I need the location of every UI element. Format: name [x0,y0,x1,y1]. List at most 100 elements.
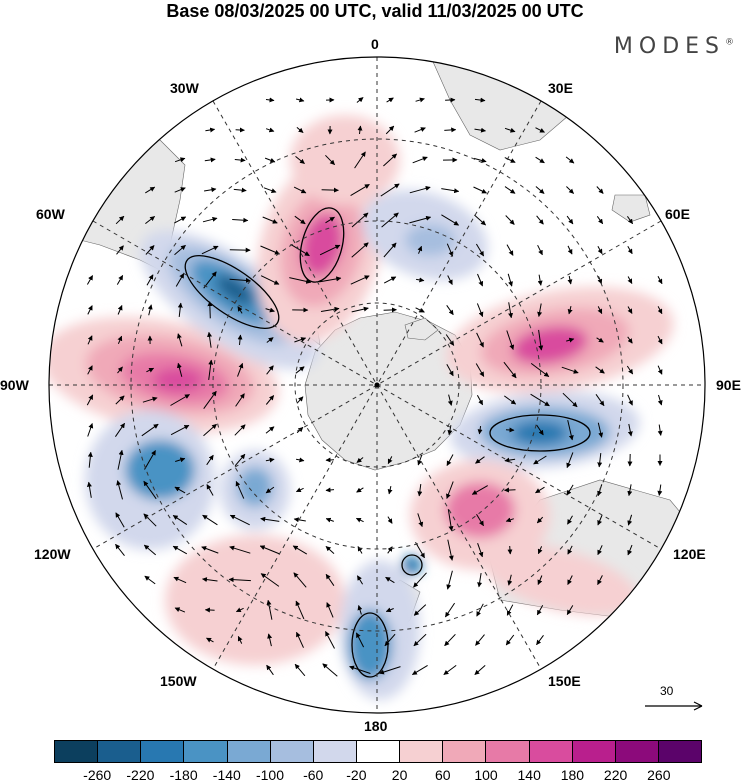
wind-vector [597,575,603,586]
wind-vector [417,245,423,254]
colorbar-swatch [485,741,529,762]
wind-vector [175,457,186,463]
colorbar-swatch [269,741,313,762]
wind-vector [234,157,246,163]
wind-vector [321,187,339,193]
colorbar-tick-label: -20 [346,767,367,783]
wind-vector [657,276,663,285]
wind-vector [144,450,156,470]
colorbar-tick-label: 180 [560,767,585,783]
wind-vector [325,573,335,586]
wind-vector [566,186,574,194]
wind-vector [175,273,185,287]
wind-vector [202,216,218,223]
colorbar-tick-label: -220 [126,767,155,783]
wind-vector [201,245,219,255]
wind-vector [409,185,431,194]
wind-vector [204,157,216,163]
wind-vector [504,395,517,405]
wind-vector [319,276,342,283]
wind-vector [265,457,275,463]
wind-vector [266,337,274,343]
wind-vector [146,274,154,286]
wind-vector [444,127,457,133]
wind-vector [504,127,516,133]
wind-vector [567,545,573,555]
wind-vector [504,457,516,463]
wind-vector [415,541,425,559]
wind-vector [473,186,487,194]
lon-label-120e: 120E [673,546,706,562]
wind-vector [657,335,663,345]
colorbar-swatch [97,741,141,762]
wind-vector [264,157,276,163]
wind-vector [412,156,428,164]
wind-vector [627,306,633,314]
wind-vector [145,245,155,255]
wind-vector [385,125,395,135]
wind-vector [235,393,245,407]
wind-vector [657,484,663,496]
wind-vector [381,212,399,228]
wind-vector [471,485,488,495]
wind-vector [387,485,393,495]
wind-vector [535,127,545,133]
wind-vector [354,151,366,169]
wind-vector [475,363,485,377]
wind-vector [115,512,125,528]
wind-vector [205,127,216,133]
wind-vector [351,212,369,228]
wind-vector [174,486,186,494]
wind-vector [296,396,304,404]
wind-vector [537,575,543,585]
wind-vector [356,457,364,463]
wind-vector [597,422,604,438]
wind-vector [326,602,334,618]
wind-vector [117,449,124,470]
wind-vector [413,604,427,616]
wind-vector [627,514,633,526]
wind-vector [627,544,633,556]
wind-vector [174,607,186,613]
wind-vector [203,390,217,409]
wind-vector [597,545,603,556]
wind-vector [537,244,543,256]
colorbar-swatch [226,741,270,762]
wind-vector [357,605,363,615]
wind-vector [229,545,251,554]
wind-vector [387,516,393,524]
wind-vector [351,242,369,258]
wind-vector [446,481,454,499]
wind-vector [535,486,545,494]
wind-vector [445,334,455,346]
wind-vector [535,156,545,164]
wind-vector [143,513,157,527]
wind-vector [174,216,187,224]
wind-vector [566,605,574,616]
wind-vector [351,306,369,313]
wind-vector [202,514,218,526]
wind-vector [384,633,396,647]
wind-vector [235,607,244,613]
wind-vector [265,97,275,103]
colorbar-swatch [571,741,615,762]
wind-vector [597,246,603,255]
wind-vector [627,423,633,437]
wind-vector [294,215,306,225]
wind-vector [537,274,543,286]
wind-vector [290,243,310,257]
wind-vector [446,363,454,377]
wind-vector [505,517,514,523]
wind-vector [567,275,573,285]
wind-vector [626,365,634,375]
colorbar [54,740,702,763]
wind-vector [474,127,486,133]
anomaly-positive-7 [482,544,638,616]
lon-label-150e: 150E [548,673,581,689]
wind-vector [229,514,250,526]
wind-vector [538,329,544,351]
colorbar-swatch [183,741,227,762]
wind-vector [508,302,514,319]
wind-vector [627,276,633,284]
wind-vector [474,97,486,103]
